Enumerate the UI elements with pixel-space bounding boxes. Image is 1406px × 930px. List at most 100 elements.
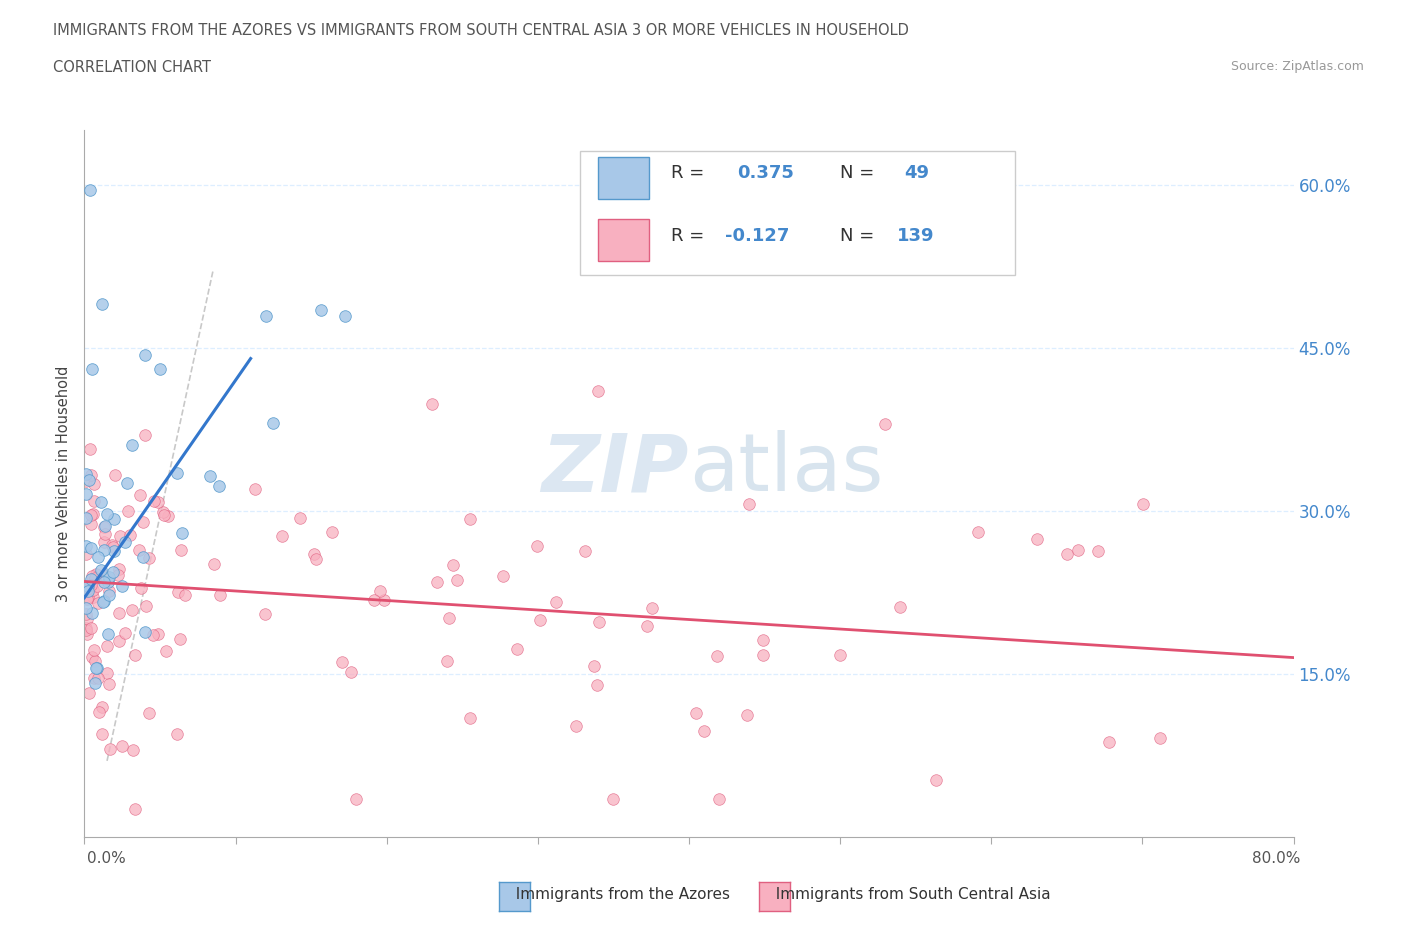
Point [86, 578, 108, 593]
Point [253, 606, 276, 621]
Point [544, 594, 567, 609]
Point [82, 650, 104, 665]
Point [76, 626, 98, 641]
Point [98, 588, 121, 603]
FancyBboxPatch shape [599, 157, 650, 199]
Point [77, 583, 100, 598]
Text: atlas: atlas [689, 431, 883, 509]
Text: 49: 49 [904, 164, 929, 181]
Point [121, 603, 143, 618]
Point [1098, 735, 1121, 750]
Point [132, 550, 155, 565]
Point [207, 478, 229, 493]
Point [166, 727, 188, 742]
Point [93, 594, 115, 609]
Point [458, 512, 481, 526]
Point [132, 514, 155, 529]
Point [107, 605, 129, 620]
Point [80, 568, 103, 583]
Point [80, 362, 103, 377]
Point [87, 704, 110, 719]
Point [108, 529, 131, 544]
Point [335, 308, 357, 323]
Text: Immigrants from the Azores: Immigrants from the Azores [506, 887, 730, 902]
Point [330, 655, 353, 670]
Point [243, 482, 266, 497]
Point [107, 561, 129, 576]
Point [97, 575, 120, 590]
Point [254, 309, 277, 324]
Point [309, 303, 332, 318]
Point [738, 497, 761, 512]
Point [149, 362, 172, 377]
Point [120, 528, 142, 543]
Point [588, 615, 610, 630]
Point [1067, 542, 1090, 557]
Point [84, 571, 107, 586]
Point [79, 467, 101, 482]
Point [80, 540, 103, 555]
Point [77, 472, 100, 487]
Point [138, 706, 160, 721]
Point [830, 648, 852, 663]
Point [925, 772, 948, 787]
Point [94, 519, 117, 534]
Point [321, 525, 343, 539]
Point [588, 384, 610, 399]
Point [94, 527, 117, 542]
Point [76, 612, 98, 627]
Point [117, 504, 139, 519]
Point [602, 791, 624, 806]
Point [97, 627, 120, 642]
Point [91, 297, 114, 312]
Point [76, 582, 98, 597]
Point [141, 628, 163, 643]
Point [101, 538, 124, 552]
Point [693, 724, 716, 738]
Point [80, 605, 103, 620]
Point [75, 606, 97, 621]
Point [135, 599, 157, 614]
Text: CORRELATION CHART: CORRELATION CHART [53, 60, 211, 75]
Text: 80.0%: 80.0% [1253, 851, 1301, 866]
Text: 0.0%: 0.0% [87, 851, 127, 866]
Text: 139: 139 [897, 227, 935, 246]
Point [368, 583, 391, 598]
Point [262, 416, 284, 431]
Point [114, 626, 136, 641]
Point [889, 599, 911, 614]
Text: R =: R = [671, 227, 704, 246]
Point [77, 590, 100, 604]
Point [75, 601, 97, 616]
Point [101, 565, 124, 579]
Point [104, 468, 127, 483]
Point [75, 486, 97, 501]
Point [90, 495, 112, 510]
Point [84, 567, 107, 582]
Point [134, 624, 156, 639]
Point [152, 504, 174, 519]
Point [94, 569, 117, 584]
FancyBboxPatch shape [599, 219, 650, 261]
Point [75, 466, 97, 481]
Point [170, 543, 193, 558]
Point [80, 507, 103, 522]
Point [82, 506, 104, 521]
Point [87, 671, 110, 685]
Point [80, 517, 103, 532]
Point [128, 542, 150, 557]
Point [346, 791, 368, 806]
Point [76, 591, 98, 606]
Point [83, 494, 105, 509]
Point [1087, 543, 1109, 558]
Point [446, 573, 468, 588]
Point [82, 582, 104, 597]
Point [735, 708, 758, 723]
Point [122, 742, 145, 757]
Point [98, 569, 121, 584]
Point [115, 476, 138, 491]
Point [685, 706, 707, 721]
Point [93, 542, 115, 557]
Text: Immigrants from South Central Asia: Immigrants from South Central Asia [766, 887, 1050, 902]
Point [79, 442, 101, 457]
